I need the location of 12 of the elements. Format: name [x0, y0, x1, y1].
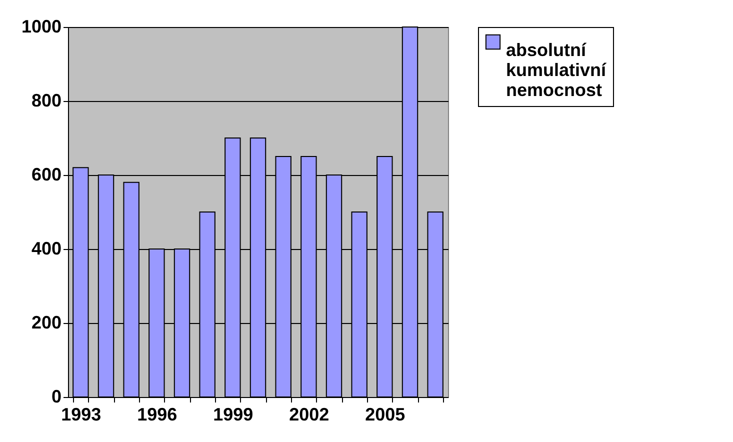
y-tick-label: 0 [51, 386, 62, 406]
x-tick-label: 2002 [289, 404, 330, 424]
y-tick-label: 800 [31, 90, 62, 110]
y-tick-label: 400 [31, 238, 62, 258]
y-tick-label: 1000 [21, 16, 62, 36]
x-tick-label: 1996 [137, 404, 178, 424]
x-tick-label: 1993 [61, 404, 102, 424]
legend-label: absolutní kumulativní nemocnost [506, 40, 608, 100]
x-tick-label: 2005 [365, 404, 406, 424]
x-tick-label: 1999 [213, 404, 254, 424]
y-tick-label: 600 [31, 164, 62, 184]
y-tick-label: 200 [31, 312, 62, 332]
